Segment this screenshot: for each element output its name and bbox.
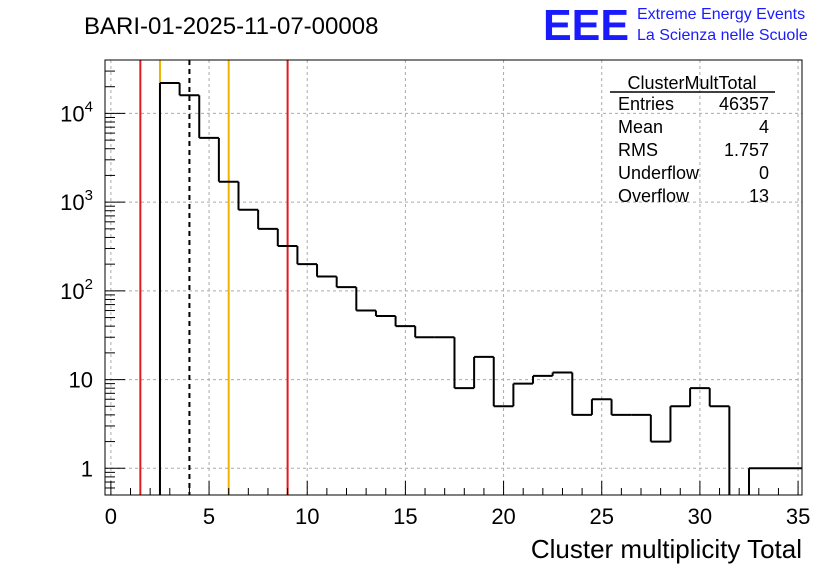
y-tick-labels: 1 10 102 103 104 xyxy=(60,98,93,481)
eee-logo: EEE Extreme Energy Events La Scienza nel… xyxy=(543,1,808,50)
reference-lines xyxy=(139,60,289,495)
eee-logo-mark: EEE xyxy=(543,1,629,50)
grid xyxy=(105,60,802,495)
stats-label: RMS xyxy=(618,140,658,160)
x-tick-label: 25 xyxy=(589,504,613,529)
x-tick-label: 5 xyxy=(203,504,215,529)
x-axis-title: Cluster multiplicity Total xyxy=(531,534,802,564)
axis-ticks xyxy=(105,59,799,496)
plot-frame xyxy=(104,59,803,496)
x-tick-label: 35 xyxy=(786,504,810,529)
chart-title: BARI-01-2025-11-07-00008 xyxy=(84,13,378,40)
stats-value: 1.757 xyxy=(724,140,769,160)
x-tick-labels: 0 5 10 15 20 25 30 35 xyxy=(105,504,811,529)
stats-box: ClusterMultTotal Entries 46357 Mean 4 RMS 1.7… xyxy=(610,73,775,206)
stats-label: Overflow xyxy=(618,186,690,206)
stats-value: 4 xyxy=(759,117,769,137)
y-tick-label: 102 xyxy=(60,276,93,304)
stats-value: 0 xyxy=(759,163,769,183)
stats-box-rows: Entries 46357 Mean 4 RMS 1.757 Underflow 0 Overf… xyxy=(618,94,769,206)
y-tick-label: 104 xyxy=(60,98,93,126)
logo-line-2: La Scienza nelle Scuole xyxy=(637,27,808,44)
x-tick-label: 20 xyxy=(491,504,515,529)
x-tick-label: 15 xyxy=(393,504,417,529)
histogram-bars xyxy=(158,82,802,495)
logo-line-1: Extreme Energy Events xyxy=(637,6,805,23)
stats-value: 13 xyxy=(749,186,769,206)
x-tick-label: 30 xyxy=(688,504,712,529)
y-tick-label: 10 xyxy=(69,368,93,393)
y-tick-label: 1 xyxy=(81,456,93,481)
stats-label: Underflow xyxy=(618,163,700,183)
stats-box-title: ClusterMultTotal xyxy=(627,73,756,93)
stats-label: Entries xyxy=(618,94,674,114)
stats-value: 46357 xyxy=(719,94,769,114)
y-tick-label: 103 xyxy=(60,187,93,215)
stats-label: Mean xyxy=(618,117,663,137)
x-tick-label: 10 xyxy=(295,504,319,529)
x-tick-label: 0 xyxy=(105,504,117,529)
